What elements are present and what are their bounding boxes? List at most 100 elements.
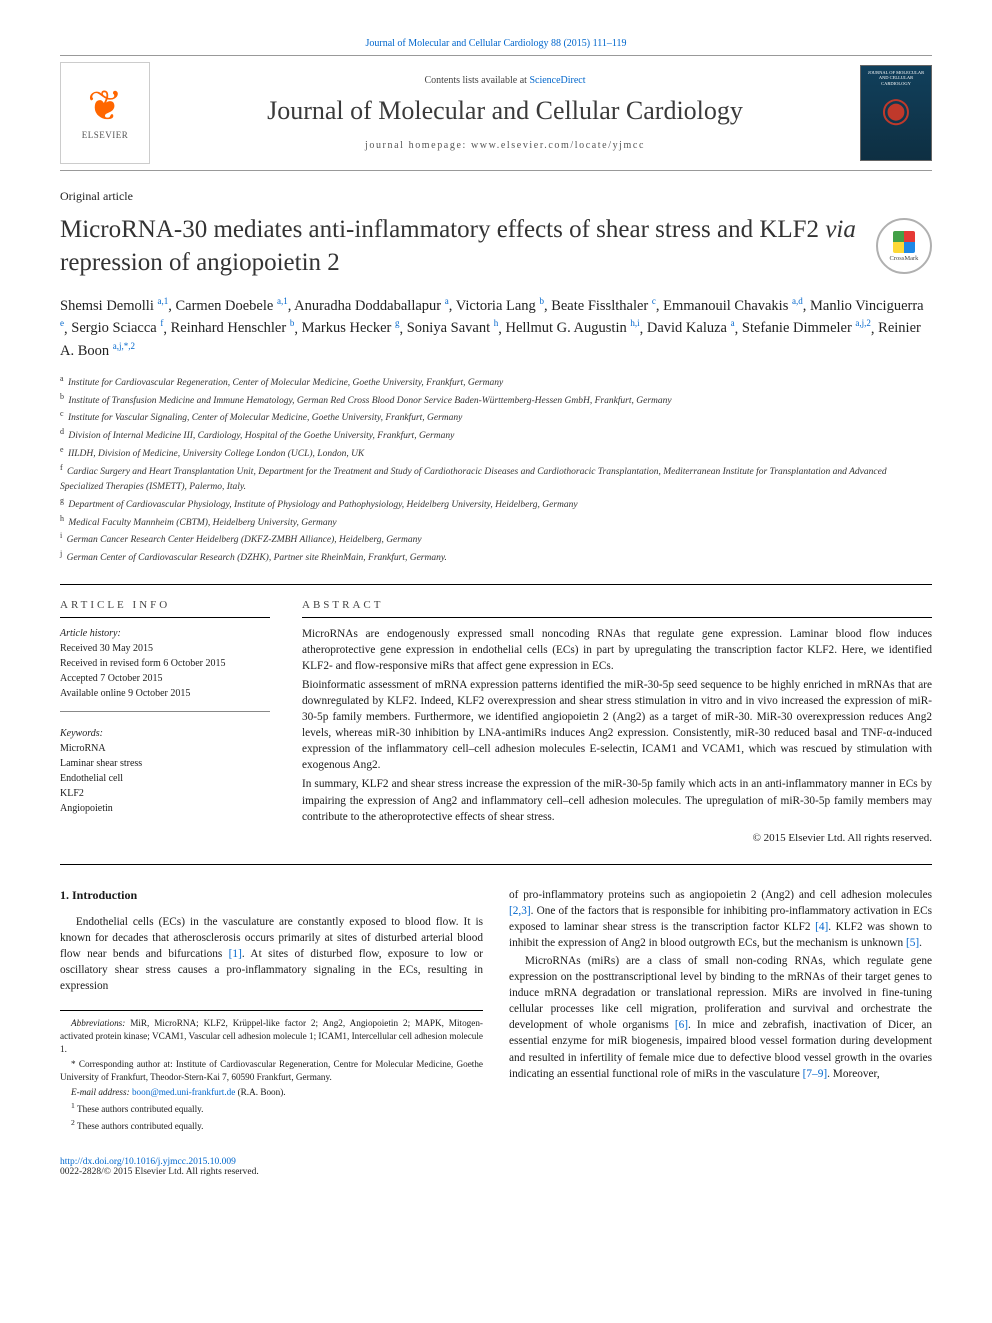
affiliation: c Institute for Vascular Signaling, Cent… (60, 408, 932, 426)
section-divider (60, 584, 932, 585)
email-link[interactable]: boon@med.uni-frankfurt.de (132, 1087, 235, 1097)
author-name: Manlio Vinciguerra (810, 298, 924, 314)
body-p2: of pro-inflammatory proteins such as ang… (509, 887, 932, 951)
history-label: Article history: (60, 626, 270, 641)
affiliation: j German Center of Cardiovascular Resear… (60, 548, 932, 566)
doi-link[interactable]: http://dx.doi.org/10.1016/j.yjmcc.2015.1… (60, 1157, 236, 1167)
author-name: Victoria Lang (456, 298, 540, 314)
contents-line: Contents lists available at ScienceDirec… (166, 75, 844, 86)
affiliation-text: Medical Faculty Mannheim (CBTM), Heidelb… (66, 518, 337, 528)
author-name: Reinhard Henschler (171, 320, 290, 336)
ref-link[interactable]: [4] (815, 921, 828, 933)
title-pre: MicroRNA-30 mediates anti-inflammatory e… (60, 216, 825, 243)
title-row: MicroRNA-30 mediates anti-inflammatory e… (60, 214, 932, 279)
elsevier-logo[interactable]: ❦ ELSEVIER (60, 62, 150, 164)
abstract-heading: ABSTRACT (302, 599, 932, 618)
author: David Kaluza a (647, 320, 735, 336)
author-name: Soniya Savant (407, 320, 494, 336)
ref-link[interactable]: [2,3] (509, 905, 531, 917)
affiliation-text: Institute of Transfusion Medicine and Im… (66, 396, 672, 406)
author-aff[interactable]: b (290, 319, 295, 329)
homepage-url[interactable]: www.elsevier.com/locate/yjmcc (471, 140, 645, 151)
author: Anuradha Doddaballapur a (294, 298, 449, 314)
author: Shemsi Demolli a,1 (60, 298, 168, 314)
affiliation-text: Division of Internal Medicine III, Cardi… (66, 432, 454, 442)
email-footnote: E-mail address: boon@med.uni-frankfurt.d… (60, 1086, 483, 1099)
affiliation-key: a (60, 374, 64, 383)
author-name: Carmen Doebele (175, 298, 276, 314)
homepage-prefix: journal homepage: (365, 140, 471, 151)
elsevier-tree-icon: ❦ (87, 86, 122, 128)
affiliation-key: b (60, 392, 64, 401)
equal-1-footnote: 1 These authors contributed equally. (60, 1101, 483, 1116)
affiliation-key: f (60, 463, 63, 472)
affiliation-list: a Institute for Cardiovascular Regenerat… (60, 373, 932, 566)
author-aff[interactable]: a,1 (157, 296, 168, 306)
keyword: Endothelial cell (60, 771, 270, 786)
article-type: Original article (60, 189, 932, 204)
affiliation: i German Cancer Research Center Heidelbe… (60, 530, 932, 548)
affiliation-text: Institute for Cardiovascular Regeneratio… (66, 378, 504, 388)
author-name: David Kaluza (647, 320, 731, 336)
author: Hellmut G. Augustin h,i (505, 320, 639, 336)
affiliation-key: e (60, 445, 64, 454)
author-aff[interactable]: a,d (792, 296, 803, 306)
homepage-line: journal homepage: www.elsevier.com/locat… (166, 140, 844, 151)
ref-link[interactable]: [5] (906, 937, 919, 949)
author-name: Hellmut G. Augustin (505, 320, 630, 336)
affiliation: b Institute of Transfusion Medicine and … (60, 391, 932, 409)
author: Carmen Doebele a,1 (175, 298, 287, 314)
ref-link[interactable]: [7–9] (803, 1068, 827, 1080)
title-italic: via (825, 216, 856, 243)
affiliation-text: IILDH, Division of Medicine, University … (66, 449, 365, 459)
author-aff[interactable]: a,j,2 (855, 319, 871, 329)
crossmark-label: CrossMark (890, 255, 919, 262)
author-name: Beate Fisslthaler (551, 298, 652, 314)
online-date: Available online 9 October 2015 (60, 686, 270, 701)
keywords-block: Keywords: MicroRNALaminar shear stressEn… (60, 726, 270, 816)
author: Stefanie Dimmeler a,j,2 (742, 320, 871, 336)
contents-prefix: Contents lists available at (424, 75, 529, 86)
journal-reference-top: Journal of Molecular and Cellular Cardio… (60, 38, 932, 49)
abstract-col: ABSTRACT MicroRNAs are endogenously expr… (302, 599, 932, 846)
ref-link[interactable]: [1] (229, 948, 242, 960)
author: Beate Fisslthaler c (551, 298, 656, 314)
section-divider-2 (60, 864, 932, 865)
author-aff[interactable]: a (731, 319, 735, 329)
affiliation-text: Cardiac Surgery and Heart Transplantatio… (60, 467, 887, 492)
author-aff[interactable]: c (652, 296, 656, 306)
journal-cover-thumb[interactable]: JOURNAL OF MOLECULAR AND CELLULAR CARDIO… (860, 65, 932, 161)
corresponding-footnote: * Corresponding author at: Institute of … (60, 1058, 483, 1084)
affiliation: a Institute for Cardiovascular Regenerat… (60, 373, 932, 391)
author-aff[interactable]: a,1 (277, 296, 288, 306)
keyword: MicroRNA (60, 741, 270, 756)
keyword: KLF2 (60, 786, 270, 801)
journal-ref-link[interactable]: Journal of Molecular and Cellular Cardio… (365, 38, 626, 49)
author-aff[interactable]: g (395, 319, 400, 329)
author-aff[interactable]: h (494, 319, 499, 329)
author-name: Sergio Sciacca (71, 320, 160, 336)
author-aff[interactable]: f (160, 319, 163, 329)
keyword: Angiopoietin (60, 801, 270, 816)
affiliation: h Medical Faculty Mannheim (CBTM), Heide… (60, 513, 932, 531)
masthead: ❦ ELSEVIER Contents lists available at S… (60, 55, 932, 171)
author-name: Anuradha Doddaballapur (294, 298, 445, 314)
author: Emmanouil Chavakis a,d (663, 298, 803, 314)
author-aff[interactable]: e (60, 319, 64, 329)
author-aff[interactable]: b (539, 296, 544, 306)
affiliation-text: German Center of Cardiovascular Research… (64, 553, 447, 563)
author-name: Shemsi Demolli (60, 298, 157, 314)
body-p1: Endothelial cells (ECs) in the vasculatu… (60, 914, 483, 994)
author-name: Emmanouil Chavakis (663, 298, 792, 314)
author-aff[interactable]: a (445, 296, 449, 306)
journal-name: Journal of Molecular and Cellular Cardio… (166, 96, 844, 126)
crossmark-badge[interactable]: CrossMark (876, 218, 932, 274)
issn-copyright: 0022-2828/© 2015 Elsevier Ltd. All right… (60, 1167, 932, 1177)
author-aff[interactable]: a,j,*,2 (113, 341, 135, 351)
author-aff[interactable]: h,i (630, 319, 639, 329)
sciencedirect-link[interactable]: ScienceDirect (529, 75, 585, 86)
ref-link[interactable]: [6] (675, 1019, 688, 1031)
abbrev-footnote: Abbreviations: MiR, MicroRNA; KLF2, Krüp… (60, 1017, 483, 1056)
abstract-p1: MicroRNAs are endogenously expressed sma… (302, 626, 932, 674)
affiliation-key: h (60, 514, 64, 523)
